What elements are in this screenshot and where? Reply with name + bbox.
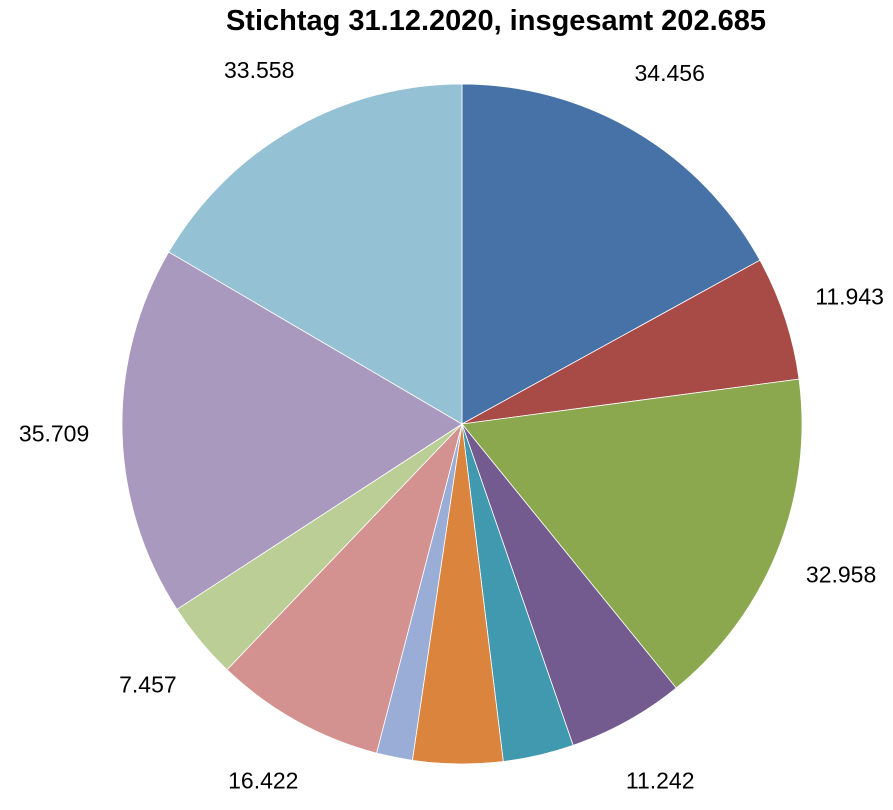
pie-slice-label-1: 34.456 <box>635 60 705 86</box>
pie-slice-11 <box>168 83 463 425</box>
pie-labels: 34.45611.94332.95811.2426.8158.6533.4721… <box>19 57 884 810</box>
pie-slice-label-3: 32.958 <box>806 562 876 588</box>
pie-slice-label-9: 7.457 <box>119 671 177 697</box>
pie-slice-1 <box>461 83 761 425</box>
pie-slice-label-8: 16.422 <box>228 767 298 793</box>
pie-slice-2 <box>461 259 800 425</box>
pie-slice-label-4: 11.242 <box>626 768 695 794</box>
pie-slice-8 <box>226 422 463 754</box>
pie-slice-10 <box>121 251 463 610</box>
pie-slice-label-2: 11.943 <box>815 284 884 310</box>
pie-slice-label-10: 35.709 <box>19 420 89 446</box>
pie-slice-label-5: 6.815 <box>525 809 583 810</box>
pie-slice-label-11: 33.558 <box>224 57 294 83</box>
pie-slice-3 <box>461 378 803 689</box>
chart-title: Stichtag 31.12.2020, insgesamt 202.685 <box>226 5 766 37</box>
pie-slices <box>121 83 803 765</box>
